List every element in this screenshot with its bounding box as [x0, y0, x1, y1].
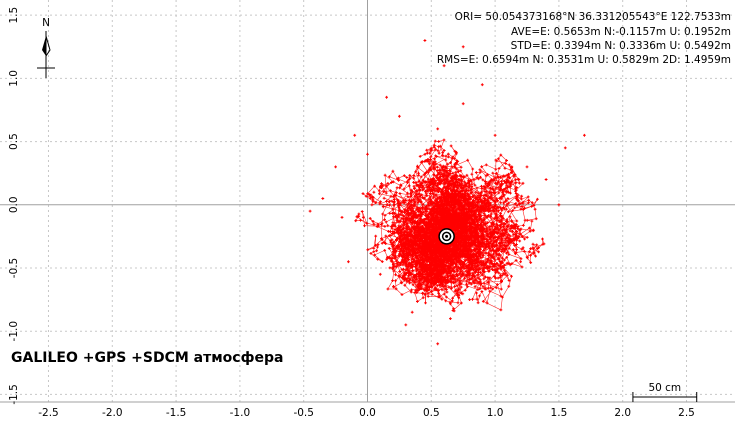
y-tick-label: 1.0 [8, 70, 20, 87]
north-label: N [42, 17, 50, 29]
x-tick-label: -2.0 [102, 407, 123, 419]
point-markers [308, 39, 586, 346]
statistics-header: ORI= 50.054373168°N 36.331205543°E 122.7… [437, 11, 731, 66]
scale-bar-label: 50 cm [648, 382, 681, 394]
x-tick-label: -1.0 [230, 407, 251, 419]
north-arrow-icon: N [37, 17, 55, 78]
x-tick-label: 2.0 [614, 407, 631, 419]
x-tick-label: 0.0 [359, 407, 376, 419]
std-text: STD=E: 0.3394m N: 0.3336m U: 0.5492m [511, 40, 731, 52]
x-tick-label: 1.5 [551, 407, 568, 419]
plot-caption: GALILEO +GPS +SDCM атмосфера [11, 350, 283, 366]
x-tick-label: -2.5 [38, 407, 59, 419]
x-tick-label: -1.5 [166, 407, 187, 419]
y-tick-label: -1.0 [8, 321, 20, 342]
y-tick-label: 0.0 [8, 196, 20, 213]
y-tick-label: 1.5 [8, 7, 20, 24]
x-tick-label: 0.5 [423, 407, 440, 419]
mean-position-marker [438, 228, 455, 245]
axis-lines [0, 0, 735, 403]
rms-text: RMS=E: 0.6594m N: 0.3531m U: 0.5829m 2D:… [437, 54, 731, 66]
ori-text: ORI= 50.054373168°N 36.331205543°E 122.7… [455, 11, 731, 23]
tick-labels: -2.5 -2.0 -1.5 -1.0 -0.5 0.0 0.5 1.0 1.5 2.0 2.5 -1… [8, 7, 695, 419]
x-tick-label: 1.0 [487, 407, 504, 419]
y-tick-label: 0.5 [8, 133, 20, 150]
x-tick-label: 2.5 [678, 407, 695, 419]
scale-bar: 50 cm [632, 382, 698, 402]
y-tick-label: -0.5 [8, 258, 20, 279]
y-tick-label: -1.5 [8, 384, 20, 405]
ave-text: AVE=E: 0.5653m N:-0.1157m U: 0.1952m [511, 26, 731, 38]
x-tick-label: -0.5 [293, 407, 314, 419]
data-points [308, 39, 586, 346]
